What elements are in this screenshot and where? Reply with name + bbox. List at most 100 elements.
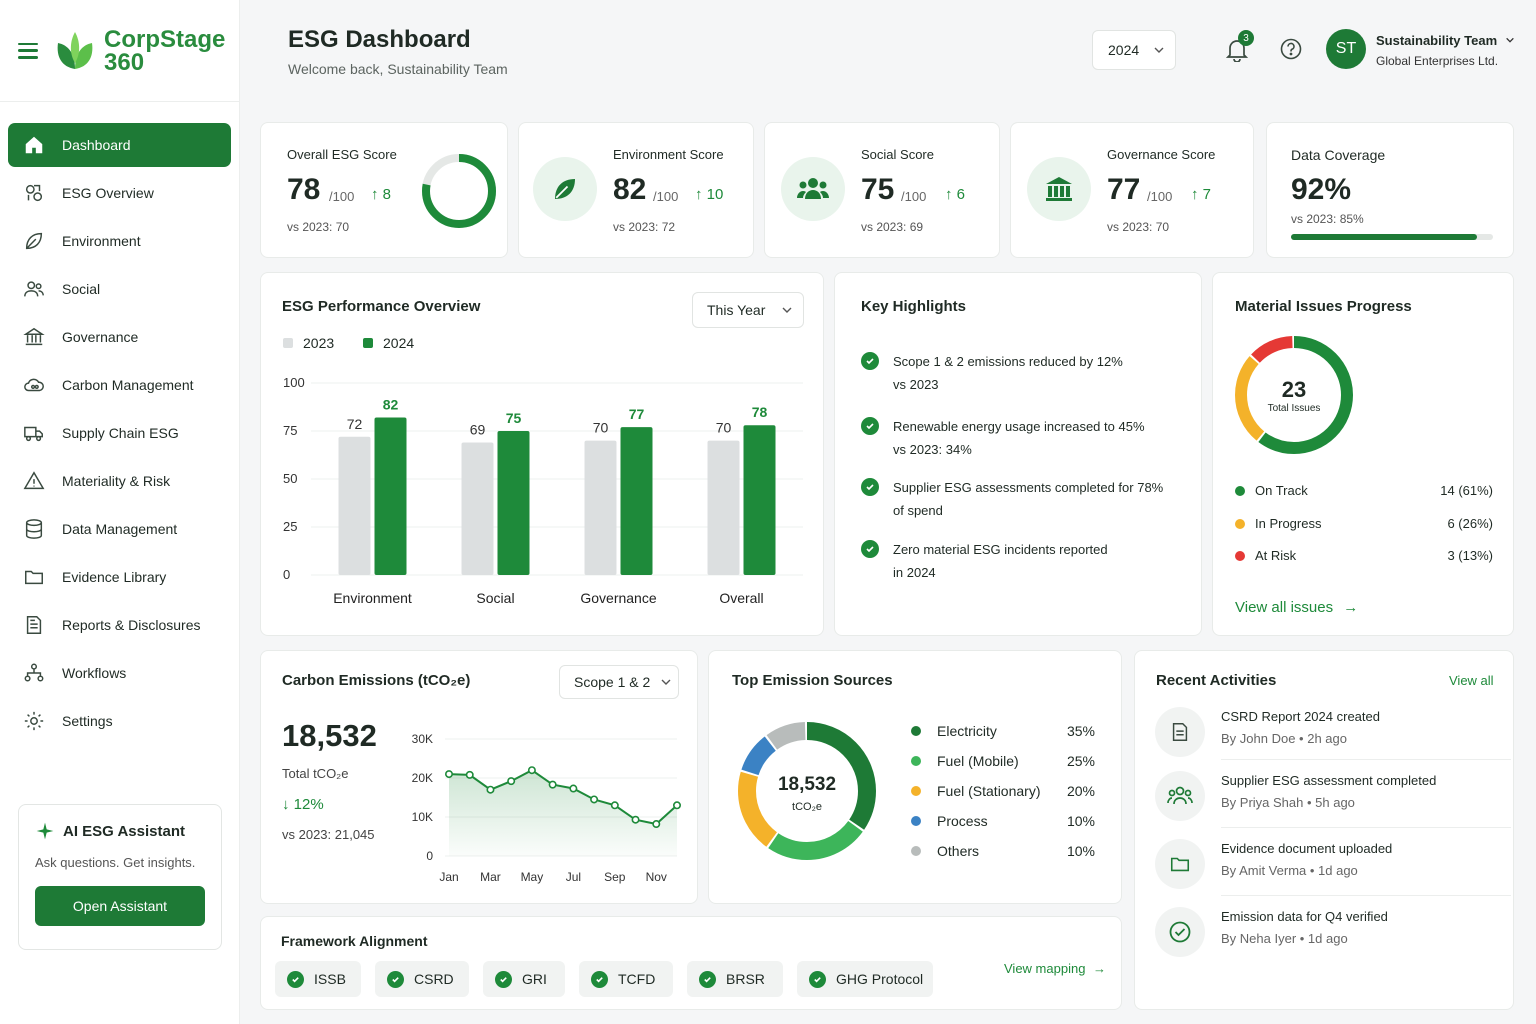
sidebar-item-governance[interactable]: Governance <box>8 315 231 359</box>
bar-2024 <box>620 427 653 575</box>
bar-2023 <box>338 436 371 575</box>
building-icon <box>22 325 46 349</box>
x-tick-label: Jul <box>566 870 581 884</box>
carbon-emissions-line-chart: 0 10K 20K 30K Jan Mar May Jul Sep Nov <box>412 732 681 884</box>
gear-icon <box>22 709 46 733</box>
environment-icon-circle <box>533 157 597 221</box>
material-total: 23 <box>1281 377 1307 402</box>
source-label: Others <box>937 843 980 859</box>
kpi-comparison: vs 2023: 72 <box>613 220 676 234</box>
sidebar-item-label: Dashboard <box>62 137 131 153</box>
kpi-comparison: vs 2023: 70 <box>287 220 350 234</box>
sidebar-item-supply-chain[interactable]: Supply Chain ESG <box>8 411 231 455</box>
open-assistant-button[interactable]: Open Assistant <box>35 886 205 926</box>
emissions-area <box>449 770 677 856</box>
view-mapping-link[interactable]: View mapping → <box>1004 961 1106 976</box>
sidebar-item-workflows[interactable]: Workflows <box>8 651 231 695</box>
check-circle-icon <box>287 970 304 988</box>
kpi-comparison: vs 2023: 69 <box>861 220 924 234</box>
bar-2024 <box>374 417 407 575</box>
framework-chip-tcfd[interactable]: TCFD <box>579 961 673 997</box>
activity-item[interactable]: Evidence document uploaded By Amit Verma… <box>1155 835 1495 895</box>
arrow-right-icon: → <box>1093 961 1107 976</box>
sidebar-item-esg-overview[interactable]: ESG Overview <box>8 171 231 215</box>
divider <box>1221 827 1511 828</box>
sidebar-item-label: Data Management <box>62 521 178 537</box>
material-row-value: 3 (13%) <box>1447 548 1493 563</box>
bar-value-label: 69 <box>470 422 486 438</box>
kpi-denominator: /100 <box>901 189 927 204</box>
view-all-issues-link[interactable]: View all issues → <box>1235 599 1358 616</box>
bar-value-label: 82 <box>383 397 399 413</box>
activity-item[interactable]: Emission data for Q4 verified By Neha Iy… <box>1155 903 1495 963</box>
source-row-process: Process 10% <box>911 813 1095 829</box>
framework-chip-label: ISSB <box>314 971 346 987</box>
sidebar-item-dashboard[interactable]: Dashboard <box>8 123 231 167</box>
check-circle-icon <box>861 417 879 435</box>
sidebar-item-carbon-management[interactable]: Carbon Management <box>8 363 231 407</box>
sidebar-item-social[interactable]: Social <box>8 267 231 311</box>
key-highlights-card: Key Highlights Scope 1 & 2 emissions red… <box>834 272 1202 636</box>
page-title: ESG Dashboard <box>288 26 471 53</box>
activity-item[interactable]: CSRD Report 2024 created By John Doe • 2… <box>1155 703 1495 763</box>
kpi-value: 78 <box>287 173 321 206</box>
sidebar-item-environment[interactable]: Environment <box>8 219 231 263</box>
sidebar-item-settings[interactable]: Settings <box>8 699 231 743</box>
emissions-point <box>527 766 536 775</box>
sidebar-item-label: Social <box>62 281 101 297</box>
emissions-point <box>590 795 599 804</box>
x-tick-label: Jan <box>439 870 458 884</box>
social-score-card: Social Score 75 /100 ↑ 6 vs 2023: 69 <box>764 122 1000 258</box>
bar-2023 <box>707 440 740 575</box>
esg-overview-icon <box>22 181 46 205</box>
home-icon <box>22 133 46 157</box>
sidebar-item-materiality-risk[interactable]: Materiality & Risk <box>8 459 231 503</box>
sidebar-item-reports[interactable]: Reports & Disclosures <box>8 603 231 647</box>
year-select-value: 2024 <box>1108 42 1140 58</box>
material-row-label: On Track <box>1255 483 1308 498</box>
framework-chip-issb[interactable]: ISSB <box>275 961 361 997</box>
avatar[interactable]: ST <box>1326 29 1366 69</box>
highlight-line1: Renewable energy usage increased to 45% <box>893 419 1145 434</box>
ai-assistant-subtitle: Ask questions. Get insights. <box>35 855 196 870</box>
status-dot <box>1235 485 1245 496</box>
framework-chip-brsr[interactable]: BRSR <box>687 961 783 997</box>
period-select[interactable]: This Year <box>692 292 804 328</box>
coverage-progress-fill <box>1291 234 1477 240</box>
emissions-point <box>507 777 516 786</box>
environment-score-card: Environment Score 82 /100 ↑ 10 vs 2023: … <box>518 122 754 258</box>
period-select-value: This Year <box>707 302 766 318</box>
x-tick-label: Governance <box>580 590 656 606</box>
scope-select[interactable]: Scope 1 & 2 <box>559 665 679 699</box>
kpi-label: Data Coverage <box>1291 147 1386 163</box>
view-all-activities-link[interactable]: View all <box>1449 673 1494 688</box>
y-tick-label: 20K <box>412 771 433 785</box>
social-icon-circle <box>781 157 845 221</box>
kpi-denominator: /100 <box>1147 189 1173 204</box>
sidebar-item-evidence-library[interactable]: Evidence Library <box>8 555 231 599</box>
framework-chip-ghg-protocol[interactable]: GHG Protocol <box>797 961 933 997</box>
kpi-delta: ↑ 6 <box>945 186 966 203</box>
material-row-on-track: On Track 14 (61%) <box>1235 483 1493 498</box>
sidebar-item-data-management[interactable]: Data Management <box>8 507 231 551</box>
chevron-down-icon <box>1154 47 1164 53</box>
framework-chip-gri[interactable]: GRI <box>483 961 565 997</box>
help-icon[interactable] <box>1280 38 1302 60</box>
kpi-value: 77 <box>1107 173 1141 206</box>
divider <box>1221 759 1511 760</box>
check-circle-icon <box>591 970 608 988</box>
activity-title: Evidence document uploaded <box>1221 841 1393 856</box>
divider <box>1221 895 1511 896</box>
user-name[interactable]: Sustainability Team <box>1376 33 1515 48</box>
framework-chip-csrd[interactable]: CSRD <box>375 961 469 997</box>
brand-name[interactable]: CorpStage 360 <box>104 27 225 74</box>
activity-title: Emission data for Q4 verified <box>1221 909 1388 924</box>
bar-2024 <box>497 431 530 575</box>
users-icon <box>1167 786 1193 805</box>
activity-item[interactable]: Supplier ESG assessment completed By Pri… <box>1155 767 1495 827</box>
hamburger-menu-icon[interactable] <box>18 42 38 59</box>
emissions-point <box>672 801 681 810</box>
year-select[interactable]: 2024 <box>1092 30 1176 70</box>
source-row-others: Others 10% <box>911 843 1095 859</box>
activity-meta: By Neha Iyer • 1d ago <box>1221 931 1348 946</box>
